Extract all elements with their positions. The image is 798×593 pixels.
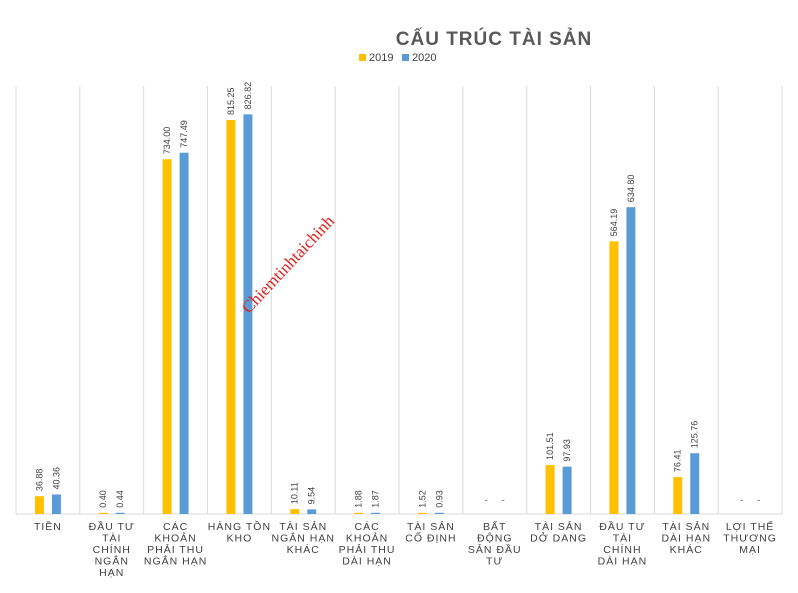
value-label-2020-0: 40.36 <box>51 467 61 490</box>
value-labels: 36.88 0.40 734.00 815.25 10.11 1.88 1.52 - 101.5… <box>34 82 760 508</box>
value-label-2020-1: 0.44 <box>115 490 125 508</box>
bar-2020-6 <box>434 512 444 514</box>
watermark-text: Chiemtinhtaichinh <box>238 211 339 317</box>
value-label-2020-11: - <box>757 495 760 505</box>
value-label-2019-2: 734.00 <box>162 127 172 155</box>
bar-2020-3 <box>243 114 253 514</box>
value-label-2020-2: 747.49 <box>179 120 189 148</box>
category-separators <box>15 86 783 515</box>
chart-title: CẤU TRÚC TÀI SẢN <box>396 28 593 50</box>
bar-2019-9 <box>609 241 619 514</box>
legend: 2019 2020 <box>359 52 436 64</box>
bar-2019-3 <box>226 119 236 515</box>
value-label-2019-11: - <box>740 495 743 505</box>
category-label-3: HÀNG TỒN KHO <box>208 520 271 545</box>
category-label-6: TÀI SẢN CỐ ĐỊNH <box>405 520 456 545</box>
value-label-2019-10: 76.41 <box>673 450 683 473</box>
category-label-7: BẤT ĐỘNG SẢN ĐẦU TƯ <box>468 520 522 568</box>
category-label-1: ĐẦU TƯ TÀI CHÍNH NGẮN HẠN <box>89 520 135 579</box>
bar-2020-2 <box>179 152 189 514</box>
legend-label-2019: 2019 <box>369 52 393 64</box>
category-label-11: LỢI THẾ THƯƠNG MẠI <box>723 520 777 556</box>
value-label-2019-9: 564.19 <box>609 209 619 237</box>
category-label-0: TIỀN <box>34 520 62 533</box>
bar-2019-6 <box>417 512 427 514</box>
category-label-4: TÀI SẢN NGẮN HẠN KHÁC <box>272 520 335 556</box>
value-label-2020-7: - <box>502 495 505 505</box>
legend-label-2020: 2020 <box>412 52 436 64</box>
title-group: CẤU TRÚC TÀI SẢN <box>396 28 593 50</box>
value-label-2020-4: 9.54 <box>307 487 317 505</box>
bar-2019-10 <box>673 477 683 514</box>
bar-2019-4 <box>290 509 300 514</box>
value-label-2019-8: 101.51 <box>545 432 555 460</box>
category-label-2: CÁC KHOẢN PHẢI THU NGẮN HẠN <box>144 520 207 568</box>
legend-swatch-2020 <box>402 54 409 61</box>
bar-2019-5 <box>354 512 364 514</box>
value-label-2019-5: 1.88 <box>354 490 364 508</box>
bar-2019-8 <box>545 464 555 514</box>
value-label-2019-6: 1.52 <box>417 490 427 508</box>
category-label-10: TÀI SẢN DÀI HẠN KHÁC <box>661 520 711 556</box>
bar-2020-9 <box>626 207 636 514</box>
bar-2020-1 <box>115 512 125 514</box>
category-label-5: CÁC KHOẢN PHẢI THU DÀI HẠN <box>339 520 396 568</box>
value-label-2019-4: 10.11 <box>290 482 300 504</box>
value-label-2020-5: 1.87 <box>371 490 381 508</box>
value-label-2020-6: 0.93 <box>434 490 444 508</box>
bar-2019-1 <box>98 512 108 514</box>
bar-2020-8 <box>562 466 572 514</box>
bar-2019-2 <box>162 159 172 514</box>
bars <box>34 114 700 515</box>
bar-2020-0 <box>51 494 61 514</box>
bar-2020-10 <box>690 453 700 514</box>
value-label-2019-3: 815.25 <box>226 87 236 115</box>
value-label-2019-1: 0.40 <box>98 490 108 508</box>
value-label-2020-3: 826.82 <box>243 82 253 110</box>
value-label-2019-7: - <box>485 495 488 505</box>
value-label-2020-9: 634.80 <box>626 175 636 203</box>
value-label-2020-10: 125.76 <box>690 421 700 449</box>
value-label-2019-0: 36.88 <box>34 469 44 492</box>
bar-2020-4 <box>307 509 317 514</box>
legend-swatch-2019 <box>359 54 366 61</box>
category-label-9: ĐẦU TƯ TÀI CHÍNH DÀI HẠN <box>598 520 648 568</box>
bar-2019-0 <box>34 496 44 514</box>
category-label-8: TÀI SẢN DỞ DANG <box>530 520 587 545</box>
bar-2020-5 <box>371 512 381 514</box>
value-label-2020-8: 97.93 <box>562 439 572 462</box>
